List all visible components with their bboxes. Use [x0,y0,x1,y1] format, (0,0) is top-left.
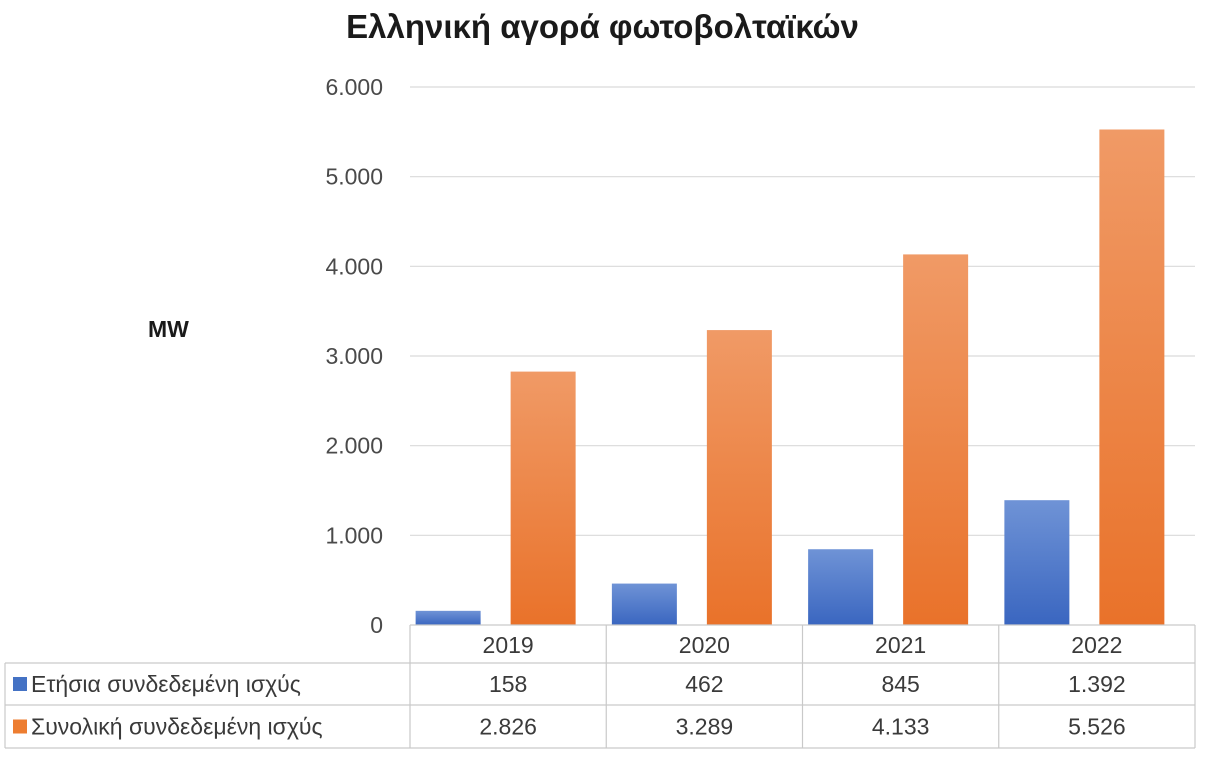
y-tick-label: 3.000 [325,343,383,369]
bar-annual-2020 [611,583,677,625]
bar-annual-2022 [1004,500,1070,625]
legend-swatch [13,677,27,691]
x-tick-label: 2019 [483,632,534,658]
x-tick-label: 2020 [679,632,730,658]
y-tick-label: 6.000 [325,74,383,100]
bar-cumulative-2019 [510,371,576,625]
y-tick-label: 4.000 [325,253,383,279]
data-label: 4.133 [872,714,930,740]
y-tick-label: 2.000 [325,433,383,459]
x-tick-label: 2021 [875,632,926,658]
legend-label: Συνολική συνδεδεμένη ισχύς [31,714,323,740]
data-label: 2.826 [479,714,537,740]
legend-swatch [13,719,27,734]
y-tick-label: 0 [370,612,383,638]
bar-cumulative-2020 [706,330,772,625]
bar-cumulative-2021 [903,254,969,626]
data-label: 1.392 [1068,671,1126,697]
y-axis-label: MW [148,316,189,342]
legend-label: Ετήσια συνδεδεμένη ισχύς [31,671,301,697]
data-label: 845 [881,671,919,697]
bar-annual-2019 [415,610,481,625]
y-tick-label: 5.000 [325,164,383,190]
data-label: 158 [489,671,527,697]
bar-cumulative-2022 [1099,129,1165,625]
y-axis-ticks: 0 1.000 2.000 3.000 4.000 5.000 6.000 [325,74,383,638]
chart-title: Ελληνική αγορά φωτοβολταϊκών [346,8,859,45]
x-tick-label: 2022 [1071,632,1122,658]
data-table: 2019 2020 2021 2022 Ετήσια συνδεδεμένη ισχύς… [4,624,1196,749]
bar-annual-2021 [808,549,874,625]
data-label: 3.289 [676,714,734,740]
bars [415,129,1165,626]
data-label: 5.526 [1068,714,1126,740]
y-tick-label: 1.000 [325,522,383,548]
data-label: 462 [685,671,723,697]
